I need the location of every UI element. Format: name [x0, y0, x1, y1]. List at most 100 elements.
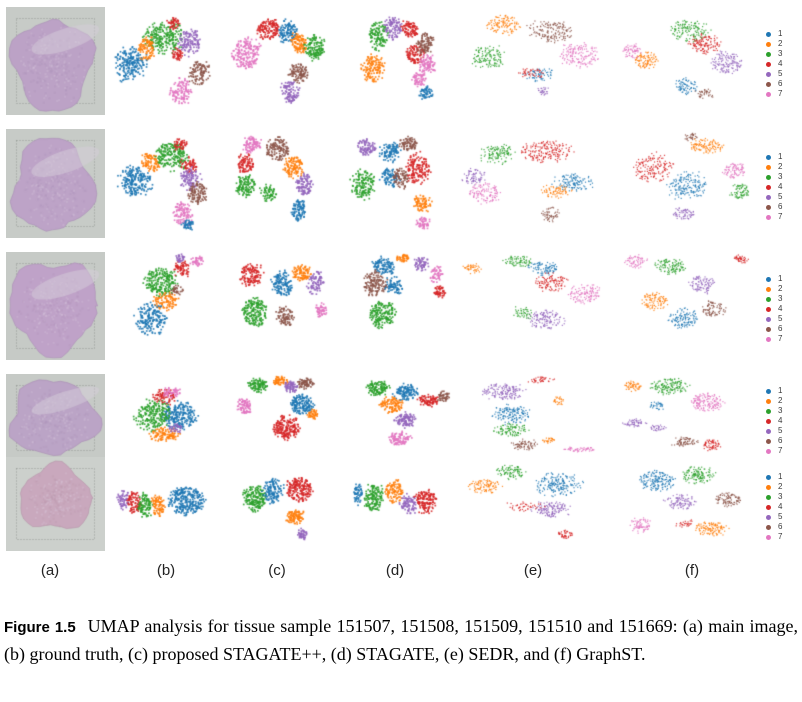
legend-label: 4: [778, 182, 783, 191]
legend-item-1: 1: [762, 152, 800, 162]
legend-label: 2: [778, 482, 783, 491]
legend-dot-icon: [766, 204, 771, 210]
umap-plot-stagate: [338, 374, 454, 462]
legend-item-4: 4: [762, 182, 800, 192]
legend-dot-icon: [766, 494, 771, 500]
umap-plot-graphst: [612, 129, 762, 238]
legend-item-3: 3: [762, 49, 800, 59]
legend-dot-icon: [766, 81, 771, 87]
legend-dot-icon: [766, 71, 771, 77]
legend-dot-icon: [766, 428, 771, 434]
legend-item-7: 7: [762, 334, 800, 344]
legend-item-2: 2: [762, 482, 800, 492]
legend-dot-icon: [766, 61, 771, 67]
legend-dot-icon: [766, 306, 771, 312]
legend-label: 2: [778, 284, 783, 293]
legend-label: 3: [778, 49, 783, 58]
umap-plot-graphst: [612, 374, 762, 462]
legend-dot-icon: [766, 184, 771, 190]
legend-label: 4: [778, 502, 783, 511]
legend-label: 5: [778, 512, 783, 521]
legend-item-5: 5: [762, 426, 800, 436]
legend-dot-icon: [766, 398, 771, 404]
legend-label: 6: [778, 79, 783, 88]
column-label-d: (d): [385, 562, 405, 579]
umap-plot-stagatepp: [230, 457, 336, 551]
legend-item-6: 6: [762, 436, 800, 446]
legend-dot-icon: [766, 174, 771, 180]
legend-item-7: 7: [762, 212, 800, 222]
legend-item-2: 2: [762, 284, 800, 294]
legend-item-5: 5: [762, 314, 800, 324]
legend-label: 4: [778, 416, 783, 425]
legend-item-2: 2: [762, 39, 800, 49]
legend-item-1: 1: [762, 29, 800, 39]
legend-label: 1: [778, 472, 783, 481]
legend-label: 1: [778, 274, 783, 283]
legend-dot-icon: [766, 194, 771, 200]
column-labels: (a) (b) (c) (d) (e) (f): [0, 562, 802, 586]
legend-dot-icon: [766, 504, 771, 510]
legend-item-7: 7: [762, 532, 800, 542]
legend-item-7: 7: [762, 89, 800, 99]
umap-plot-ground-truth: [110, 129, 230, 238]
umap-plot-ground-truth: [110, 7, 230, 115]
legend-item-5: 5: [762, 192, 800, 202]
legend-item-5: 5: [762, 69, 800, 79]
legend-label: 2: [778, 162, 783, 171]
legend-label: 3: [778, 294, 783, 303]
column-label-f: (f): [684, 562, 700, 579]
legend-dot-icon: [766, 154, 771, 160]
umap-plot-sedr: [455, 374, 623, 462]
legend-label: 1: [778, 152, 783, 161]
column-label-e: (e): [523, 562, 543, 579]
legend-dot-icon: [766, 276, 771, 282]
umap-plot-ground-truth: [110, 457, 230, 551]
legend-label: 3: [778, 492, 783, 501]
legend-item-3: 3: [762, 294, 800, 304]
legend-dot-icon: [766, 514, 771, 520]
legend-dot-icon: [766, 484, 771, 490]
legend-label: 6: [778, 202, 783, 211]
legend-item-4: 4: [762, 416, 800, 426]
legend-dot-icon: [766, 164, 771, 170]
legend-item-4: 4: [762, 59, 800, 69]
legend-dot-icon: [766, 91, 771, 97]
umap-plot-graphst: [612, 457, 762, 551]
legend-item-2: 2: [762, 162, 800, 172]
legend-dot-icon: [766, 438, 771, 444]
tissue-image: [6, 7, 105, 115]
legend-item-1: 1: [762, 472, 800, 482]
legend-label: 5: [778, 314, 783, 323]
tissue-image: [6, 374, 105, 462]
legend-label: 7: [778, 532, 783, 541]
figure-caption-label: Figure 1.5: [4, 619, 76, 636]
legend-dot-icon: [766, 336, 771, 342]
legend-label: 5: [778, 426, 783, 435]
legend-dot-icon: [766, 534, 771, 540]
legend-label: 3: [778, 172, 783, 181]
umap-plot-stagatepp: [230, 7, 336, 115]
legend-item-7: 7: [762, 446, 800, 456]
umap-plot-sedr: [455, 252, 623, 360]
column-label-b: (b): [156, 562, 176, 579]
legend-dot-icon: [766, 388, 771, 394]
legend-dot-icon: [766, 326, 771, 332]
umap-plot-stagate: [338, 129, 454, 238]
legend-label: 3: [778, 406, 783, 415]
legend-dot-icon: [766, 408, 771, 414]
umap-plot-sedr: [455, 457, 623, 551]
umap-plot-stagatepp: [230, 374, 336, 462]
legend-label: 7: [778, 334, 783, 343]
umap-plot-stagate: [338, 457, 454, 551]
umap-plot-graphst: [612, 7, 762, 115]
legend-item-6: 6: [762, 202, 800, 212]
tissue-image: [6, 129, 105, 238]
legend-label: 6: [778, 324, 783, 333]
